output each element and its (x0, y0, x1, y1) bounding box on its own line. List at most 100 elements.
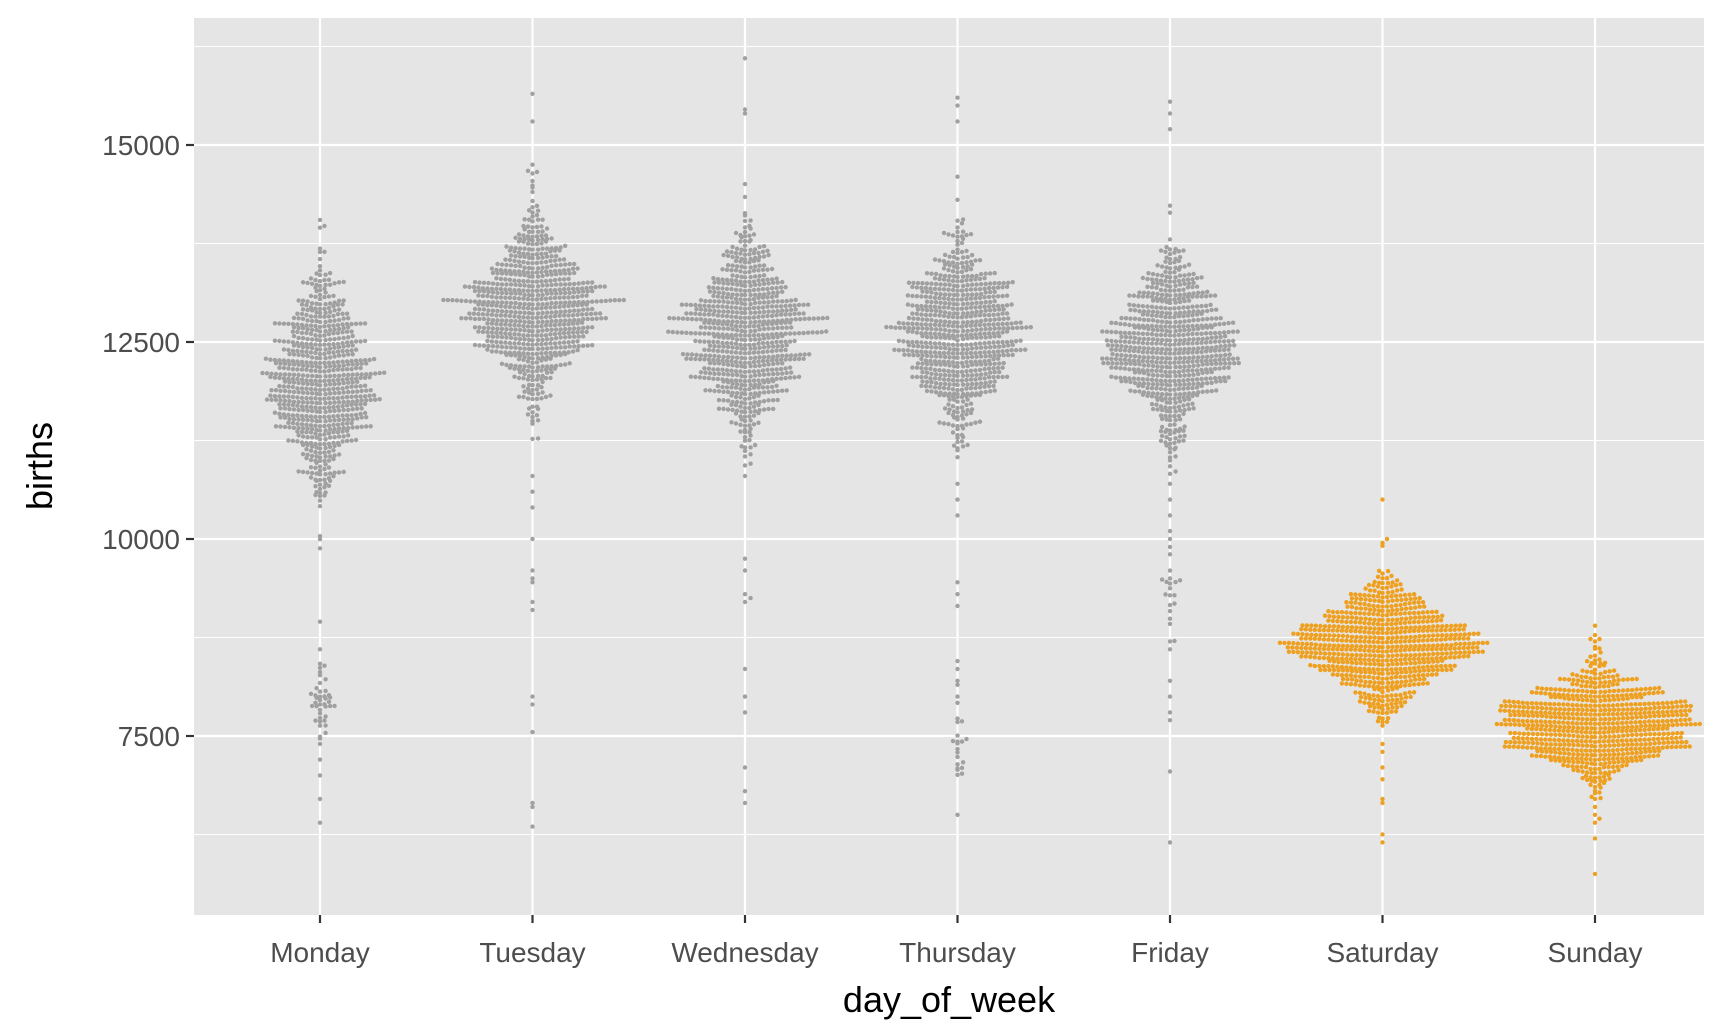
point-wednesday-686 (766, 252, 771, 258)
point-friday-407 (1145, 341, 1150, 346)
point-friday-353 (1140, 350, 1146, 355)
point-friday-627 (1203, 294, 1209, 299)
point-saturday-131 (1425, 672, 1430, 678)
point-saturday-7 (1380, 741, 1385, 747)
point-tuesday-585 (534, 270, 540, 275)
point-monday-2 (317, 773, 323, 778)
point-thursday-657 (951, 274, 957, 279)
point-sunday-389 (1633, 720, 1638, 725)
point-tuesday-105 (540, 355, 545, 360)
point-thursday-582 (951, 292, 957, 298)
point-thursday-706 (964, 248, 969, 254)
point-monday-158 (335, 430, 341, 435)
point-wednesday-366 (787, 331, 793, 336)
point-monday-556 (308, 342, 314, 347)
point-tuesday-314 (530, 315, 535, 320)
point-thursday-254 (983, 354, 988, 359)
point-monday-286 (305, 400, 310, 405)
point-saturday-135 (1434, 672, 1439, 677)
point-tuesday-328 (498, 313, 504, 318)
point-sunday-184 (1575, 742, 1581, 748)
point-tuesday-462 (530, 293, 535, 298)
point-wednesday-604 (769, 286, 775, 291)
point-saturday-375 (1440, 643, 1445, 648)
point-thursday-394 (965, 328, 970, 334)
point-thursday-439 (991, 322, 996, 327)
point-tuesday-318 (521, 315, 526, 320)
point-friday-699 (1167, 266, 1173, 271)
point-thursday-703 (955, 250, 960, 256)
point-thursday-241 (919, 356, 924, 362)
point-tuesday-201 (495, 334, 500, 339)
point-thursday-603 (941, 287, 947, 292)
point-monday-201 (323, 419, 328, 424)
point-thursday-502 (969, 310, 975, 315)
point-wednesday-219 (733, 359, 739, 365)
point-friday-317 (1177, 356, 1183, 361)
point-monday-23 (322, 702, 327, 707)
point-sunday-78 (1597, 757, 1602, 762)
point-monday-34 (308, 691, 314, 696)
point-wednesday-508 (793, 307, 798, 312)
point-tuesday-309 (468, 316, 473, 321)
point-tuesday-10 (530, 568, 535, 573)
point-friday-499 (1167, 324, 1173, 329)
point-thursday-454 (951, 320, 957, 325)
point-sunday-137 (1601, 748, 1607, 753)
point-monday-259 (278, 406, 283, 411)
point-wednesday-57 (771, 406, 776, 412)
point-friday-306 (1221, 357, 1227, 362)
point-wednesday-4 (742, 694, 748, 699)
point-tuesday-308 (594, 316, 599, 321)
point-thursday-483 (937, 313, 942, 318)
point-friday-537 (1146, 317, 1151, 323)
point-thursday-235 (932, 359, 938, 364)
point-saturday-196 (1312, 663, 1318, 669)
point-wednesday-88 (748, 391, 753, 397)
point-sunday-171 (1678, 744, 1683, 749)
point-monday-673 (308, 305, 314, 310)
point-tuesday-491 (525, 288, 531, 293)
point-sunday-243 (1534, 736, 1539, 742)
point-wednesday-595 (738, 288, 743, 293)
point-monday-301 (368, 397, 373, 403)
point-wednesday-656 (729, 268, 734, 273)
point-monday-542 (309, 345, 315, 351)
point-saturday-596 (1426, 615, 1431, 620)
point-saturday-681 (1380, 595, 1385, 600)
point-monday-225 (331, 414, 336, 419)
point-friday-364 (1221, 347, 1227, 353)
point-tuesday-18 (530, 418, 535, 424)
point-wednesday-248 (730, 355, 735, 360)
point-friday-151 (1145, 385, 1150, 391)
point-saturday-107 (1349, 677, 1355, 682)
point-saturday-476 (1476, 631, 1481, 636)
point-tuesday-497 (512, 288, 517, 293)
point-saturday-688 (1398, 593, 1403, 598)
point-tuesday-156 (576, 344, 581, 349)
point-thursday-697 (960, 255, 966, 260)
point-tuesday-89 (558, 362, 563, 368)
point-monday-527 (304, 349, 309, 354)
point-saturday-298 (1462, 650, 1468, 655)
point-thursday-464 (929, 317, 934, 323)
point-tuesday-209 (525, 333, 531, 338)
point-saturday-562 (1407, 620, 1412, 625)
point-thursday-693 (937, 258, 942, 263)
point-saturday-584 (1399, 616, 1404, 621)
point-wednesday-246 (734, 355, 740, 360)
point-monday-248 (336, 408, 342, 413)
point-friday-645 (1200, 290, 1205, 295)
point-thursday-512 (992, 307, 997, 313)
point-thursday-286 (914, 349, 920, 354)
point-saturday-677 (1354, 596, 1359, 601)
point-tuesday-307 (472, 316, 478, 322)
point-monday-726 (317, 246, 323, 251)
point-thursday-522 (968, 305, 974, 310)
point-thursday-642 (1010, 280, 1015, 285)
point-wednesday-722 (748, 218, 753, 223)
point-wednesday-101 (712, 388, 717, 394)
point-tuesday-234 (526, 328, 532, 334)
point-thursday-117 (973, 385, 978, 391)
point-sunday-285 (1526, 731, 1531, 736)
